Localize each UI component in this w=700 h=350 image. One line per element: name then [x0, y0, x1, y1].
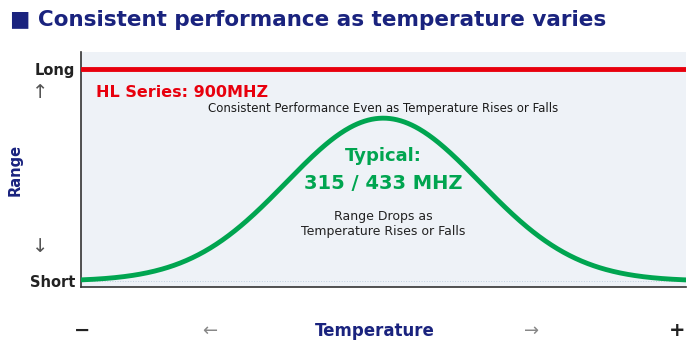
Text: ←: ←	[202, 322, 218, 340]
Text: ■ Consistent performance as temperature varies: ■ Consistent performance as temperature …	[10, 10, 607, 30]
Text: ↓: ↓	[32, 237, 49, 256]
Text: Range Drops as
Temperature Rises or Falls: Range Drops as Temperature Rises or Fall…	[301, 210, 466, 238]
Text: Range: Range	[8, 144, 23, 196]
Text: 315 / 433 MHZ: 315 / 433 MHZ	[304, 174, 463, 193]
Text: Typical:: Typical:	[345, 147, 421, 165]
Text: −: −	[74, 321, 91, 340]
Text: HL Series: 900MHZ: HL Series: 900MHZ	[96, 85, 268, 100]
Text: +: +	[669, 321, 686, 340]
Text: Temperature: Temperature	[314, 322, 435, 340]
Text: ↑: ↑	[32, 83, 49, 102]
Text: →: →	[524, 322, 540, 340]
Text: Consistent Performance Even as Temperature Rises or Falls: Consistent Performance Even as Temperatu…	[208, 102, 559, 115]
